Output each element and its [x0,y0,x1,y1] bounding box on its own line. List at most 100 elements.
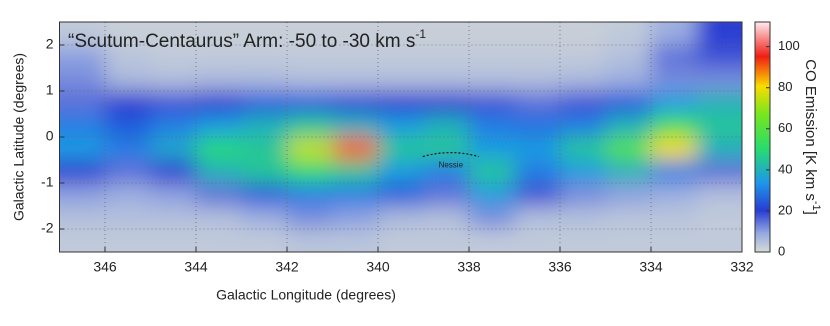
heat-cell [605,206,652,230]
heat-cell [105,91,151,115]
plot-frame [59,21,743,253]
colorbar-label-part: ] [802,211,819,215]
heat-cell [332,160,379,184]
heat-cell [423,229,470,252]
heat-cell [287,114,333,138]
colorbar-tick-label: 40 [778,161,792,176]
heat-cell [150,229,197,252]
heat-cell [241,137,288,161]
heat-cell [105,183,151,207]
heat-cell [378,183,424,207]
heat-cell [241,229,288,252]
heat-cell [423,206,470,230]
y-axis-label: Galactic Latitude (degrees) [11,53,27,221]
title-superscript: -1 [415,27,426,41]
heat-cell [287,183,333,207]
heat-cell [605,137,652,161]
heat-cell [105,229,151,252]
heat-cell [150,160,197,184]
heat-cell [150,206,197,230]
heat-cell [378,229,424,252]
heat-cell [469,160,515,184]
heat-cell [59,45,106,69]
heat-cell [241,68,288,92]
heat-cell [287,229,333,252]
heat-cell [59,22,106,46]
heat-cell [105,22,151,46]
heat-cell [105,68,151,92]
heat-cell [605,114,652,138]
heat-cell [105,160,151,184]
heat-cell [560,68,606,92]
heat-cell [423,137,470,161]
heat-cell [332,22,379,46]
heat-cell [196,114,242,138]
heat-cell [469,114,515,138]
heat-cell [287,91,333,115]
heat-cell [696,68,742,92]
heat-cell [514,183,561,207]
heatmap [59,22,742,252]
heat-cell [560,91,606,115]
heat-cell [651,206,697,230]
heat-cell [332,114,379,138]
x-tick-label: 334 [639,259,663,275]
heat-cell [469,22,515,46]
heat-cell [287,22,333,46]
heat-cell [514,160,561,184]
heat-cell [287,160,333,184]
heat-cell [560,114,606,138]
heat-cell [332,229,379,252]
heat-cell [514,114,561,138]
colorbar-tick-label: 80 [778,79,792,94]
heat-cell [59,68,106,92]
heat-cell [560,160,606,184]
heat-cell [59,114,106,138]
heat-cell [196,91,242,115]
heat-cell [287,206,333,230]
x-tick-label: 332 [730,259,754,275]
heat-cell [605,45,652,69]
heat-cell [59,206,106,230]
heat-cell [241,91,288,115]
heat-cell [560,229,606,252]
heat-cell [59,229,106,252]
x-tick-label: 336 [548,259,572,275]
heat-cell [605,229,652,252]
heat-cell [287,45,333,69]
heat-cell [423,91,470,115]
heat-cell [150,91,197,115]
heat-cell [696,91,742,115]
annotation-shape [422,152,479,158]
heat-cell [378,137,424,161]
heat-cell [59,91,106,115]
heat-cell [469,206,515,230]
heat-cell [696,160,742,184]
heat-cell [105,206,151,230]
heat-cell [469,229,515,252]
x-tick-label: 344 [184,259,208,275]
heat-cell [514,206,561,230]
heat-cell [196,229,242,252]
heat-cell [423,45,470,69]
heat-cell [560,206,606,230]
heat-cell [469,91,515,115]
chart-title: “Scutum-Centaurus” Arm: -50 to -30 km s-… [68,27,426,52]
heat-cell [59,183,106,207]
heat-cell [150,22,197,46]
heat-cell [332,137,379,161]
heat-cell [59,160,106,184]
heat-cell [423,114,470,138]
heat-cell [696,183,742,207]
heat-cell [651,45,697,69]
heat-cell [287,137,333,161]
heat-cell [469,183,515,207]
heat-cell [696,45,742,69]
heat-cell [514,45,561,69]
heat-cell [605,68,652,92]
heat-cell [696,137,742,161]
heat-cell [651,22,697,46]
heat-cell [332,91,379,115]
heat-cell [332,206,379,230]
heat-cell [651,160,697,184]
